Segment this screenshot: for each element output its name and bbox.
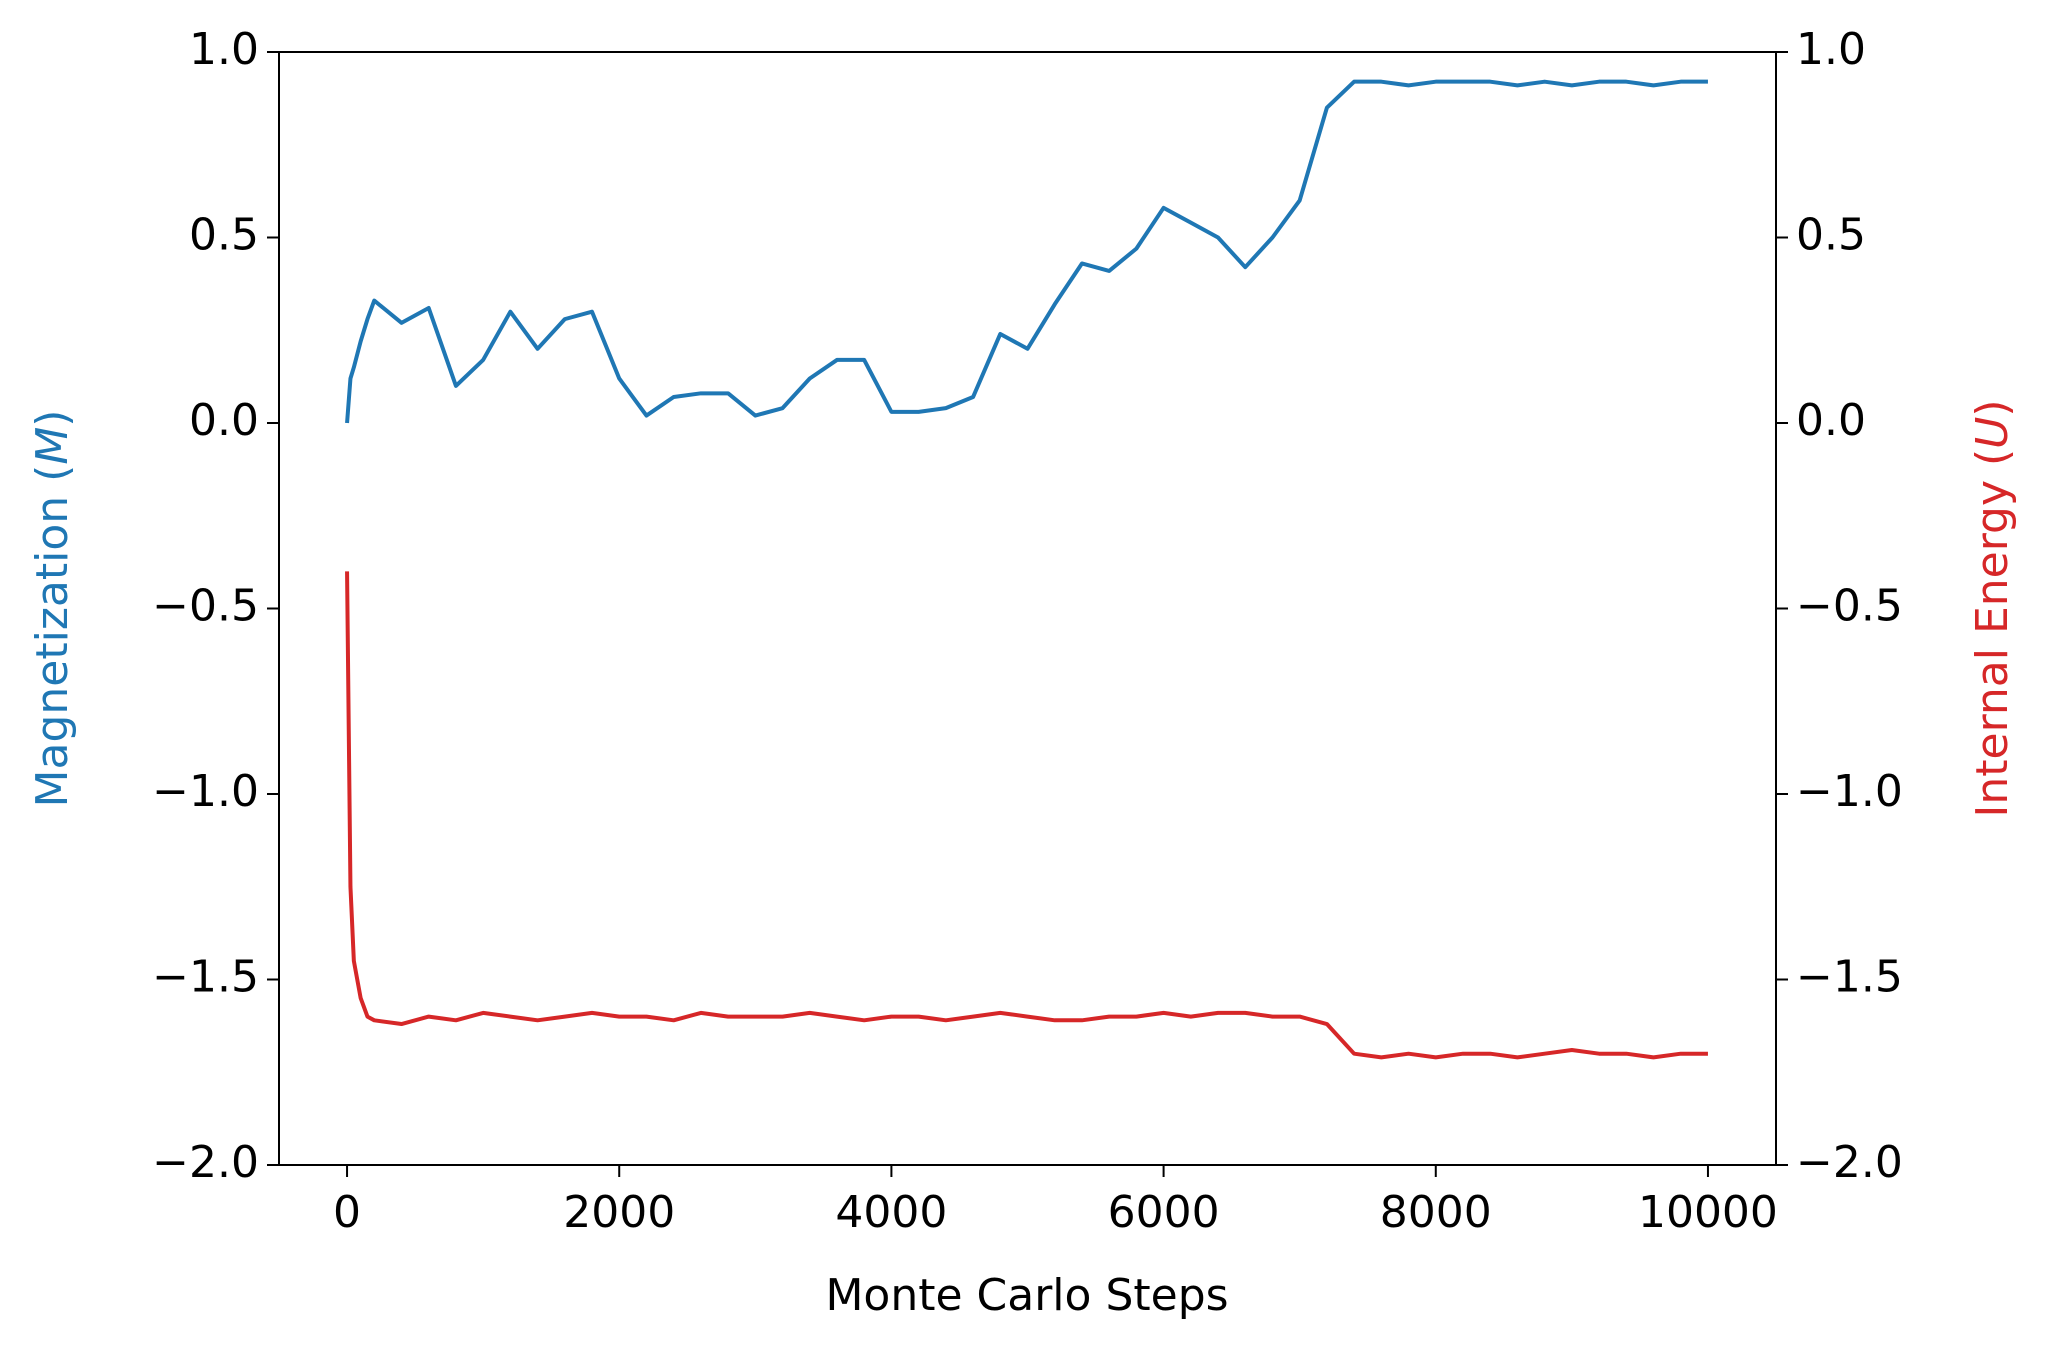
x-tick-label: 0: [333, 1187, 361, 1238]
y-tick-label: −0.5: [152, 581, 259, 632]
y-tick-label: −1.5: [152, 952, 259, 1003]
data-line: [345, 79, 1708, 424]
y-axis-label-part: M: [27, 427, 78, 465]
x-tick-label: 8000: [1380, 1187, 1492, 1238]
y-axis-label-part: ): [27, 410, 78, 427]
y-tick-label: 0.5: [189, 210, 259, 261]
y-tick-label: 1.0: [189, 24, 259, 75]
y2-axis-label-part: Internal Energy (: [1967, 449, 2018, 818]
plot-frame: [278, 51, 1777, 1166]
x-axis-label: Monte Carlo Steps: [825, 1270, 1228, 1321]
y-tick-label: −2.0: [152, 1137, 259, 1188]
y-tick-label: −1.0: [152, 766, 259, 817]
y2-tick-label: −0.5: [1796, 581, 1903, 632]
y2-tick-label: −1.0: [1796, 766, 1903, 817]
y2-tick-label: 1.0: [1796, 24, 1866, 75]
data-line: [345, 571, 1708, 1060]
y-axis-label: Magnetization (M): [27, 410, 78, 808]
y2-tick-label: 0.5: [1796, 210, 1866, 261]
x-tick-label: 2000: [563, 1187, 675, 1238]
y2-axis-label-part: ): [1967, 399, 2018, 416]
y2-tick-label: −1.5: [1796, 952, 1903, 1003]
x-tick-label: 6000: [1108, 1187, 1220, 1238]
y-axis-label-part: Magnetization (: [27, 465, 78, 808]
y2-tick-label: 0.0: [1796, 395, 1866, 446]
y2-axis-label-part: U: [1967, 417, 2018, 449]
x-tick-label: 10000: [1638, 1187, 1778, 1238]
y2-axis-label: Internal Energy (U): [1967, 399, 2018, 817]
y-tick-label: 0.0: [189, 395, 259, 446]
x-tick-label: 4000: [835, 1187, 947, 1238]
y2-tick-label: −2.0: [1796, 1137, 1903, 1188]
